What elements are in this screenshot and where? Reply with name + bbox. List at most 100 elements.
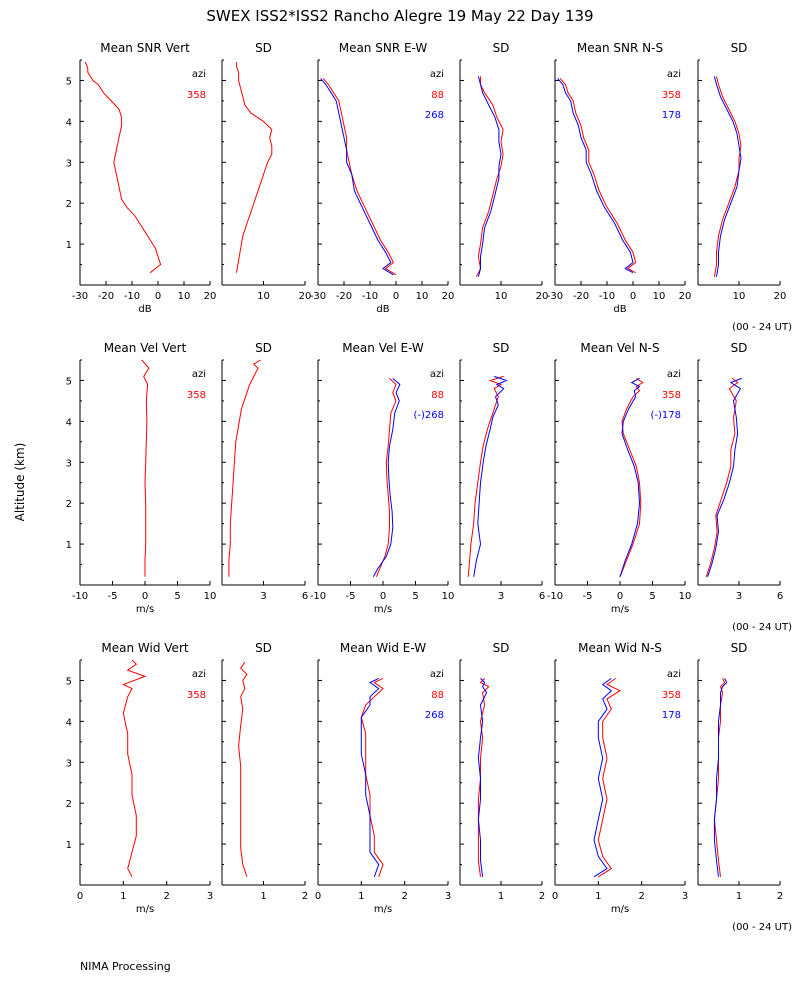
x-axis-label: dB bbox=[376, 304, 389, 315]
panel-title: SD bbox=[493, 341, 510, 355]
series-line-88 bbox=[477, 678, 490, 877]
x-axis-label: m/s bbox=[611, 604, 629, 615]
azi-value: 358 bbox=[187, 90, 206, 101]
series-line-358 bbox=[122, 659, 147, 878]
y-tick-label: 2 bbox=[66, 199, 72, 210]
panel-title: Mean SNR Vert bbox=[100, 41, 190, 55]
x-tick-label: -30 bbox=[72, 291, 88, 302]
panel-title: SD bbox=[731, 641, 748, 655]
y-tick-label: 5 bbox=[66, 376, 72, 387]
x-tick-label: 10 bbox=[653, 291, 666, 302]
x-tick-label: 10 bbox=[416, 291, 429, 302]
y-tick-label: 1 bbox=[66, 840, 72, 851]
azi-value: 88 bbox=[431, 690, 444, 701]
x-tick-label: 0 bbox=[155, 291, 161, 302]
x-tick-label: 1 bbox=[736, 891, 742, 902]
x-tick-label: 0 bbox=[630, 291, 636, 302]
panel-title: Mean SNR E-W bbox=[339, 41, 428, 55]
x-tick-label: 2 bbox=[401, 891, 407, 902]
x-tick-label: 20 bbox=[299, 291, 312, 302]
panel-5: Mean SNR N-S -30 -20 -10 0 10 20 dB azi 358 178 bbox=[547, 41, 692, 315]
x-tick-label: 10 bbox=[495, 291, 508, 302]
y-tick-label: 2 bbox=[66, 799, 72, 810]
azi-value: 358 bbox=[187, 690, 206, 701]
x-tick-label: 6 bbox=[777, 591, 783, 602]
x-tick-label: 10 bbox=[733, 291, 746, 302]
x-tick-label: 1 bbox=[595, 891, 601, 902]
y-tick-label: 3 bbox=[66, 758, 72, 769]
x-tick-label: 3 bbox=[736, 591, 742, 602]
panel-17: Mean Wid N-S 0 1 2 3 m/s azi 358 178 bbox=[552, 641, 688, 915]
y-tick-label: 3 bbox=[66, 158, 72, 169]
time-range-label-row-1: (00 - 24 UT) bbox=[732, 322, 792, 333]
series-line-358 bbox=[597, 677, 622, 878]
x-tick-label: 3 bbox=[445, 891, 451, 902]
panel-title: Mean Vel N-S bbox=[580, 341, 659, 355]
chart-title: SWEX ISS2*ISS2 Rancho Alegre 19 May 22 D… bbox=[206, 7, 593, 25]
series-line-358 bbox=[228, 359, 261, 577]
x-tick-label: -10 bbox=[362, 291, 378, 302]
x-tick-label: 20 bbox=[204, 291, 217, 302]
panel-title: SD bbox=[255, 641, 272, 655]
azi-value: 88 bbox=[431, 390, 444, 401]
y-tick-label: 5 bbox=[66, 676, 72, 687]
x-tick-label: 0 bbox=[77, 891, 83, 902]
x-tick-label: 5 bbox=[174, 591, 180, 602]
x-tick-label: 10 bbox=[178, 291, 191, 302]
x-tick-label: 6 bbox=[302, 591, 308, 602]
x-tick-label: -20 bbox=[98, 291, 114, 302]
y-tick-label: 1 bbox=[66, 240, 72, 251]
panel-8: SD 3 6 bbox=[221, 341, 308, 602]
series-line-358 bbox=[619, 377, 644, 577]
x-tick-label: 10 bbox=[204, 591, 217, 602]
panel-10: SD 3 6 bbox=[459, 341, 545, 602]
x-tick-label: 20 bbox=[679, 291, 692, 302]
panel-14: SD 1 2 bbox=[221, 641, 308, 902]
panel-title: Mean Vel E-W bbox=[342, 341, 424, 355]
x-tick-label: -10 bbox=[547, 591, 563, 602]
y-tick-label: 2 bbox=[66, 499, 72, 510]
panel-6: SD 10 20 bbox=[697, 41, 787, 302]
footer-label: NIMA Processing bbox=[80, 960, 171, 973]
azi-value: 268 bbox=[425, 110, 444, 121]
series-line-268 bbox=[477, 76, 502, 277]
x-tick-label: 5 bbox=[412, 591, 418, 602]
series-line-268 bbox=[320, 78, 394, 276]
x-tick-label: 20 bbox=[774, 291, 787, 302]
azi-label: azi bbox=[667, 669, 681, 680]
x-tick-label: 20 bbox=[536, 291, 549, 302]
series-line-(-)178 bbox=[707, 377, 742, 577]
series-line-268 bbox=[360, 677, 380, 877]
x-tick-label: 10 bbox=[442, 591, 455, 602]
x-tick-label: 0 bbox=[552, 891, 558, 902]
x-tick-label: 1 bbox=[260, 891, 266, 902]
x-tick-label: 0 bbox=[315, 891, 321, 902]
y-tick-label: 1 bbox=[66, 540, 72, 551]
x-tick-label: 6 bbox=[539, 591, 545, 602]
panels-layer: Mean SNR Vert-30 -20 -10 0 10 2012345dBazi358… bbox=[66, 41, 787, 915]
azi-value: 178 bbox=[662, 710, 681, 721]
azi-label: azi bbox=[667, 69, 681, 80]
x-tick-label: -20 bbox=[336, 291, 352, 302]
panel-15: Mean Wid E-W 0 1 2 3 m/s azi 88 268 bbox=[315, 641, 451, 915]
series-line-358 bbox=[713, 678, 726, 877]
panel-title: SD bbox=[255, 41, 272, 55]
panel-title: SD bbox=[493, 41, 510, 55]
x-tick-label: 1 bbox=[498, 891, 504, 902]
panel-title: Mean Wid E-W bbox=[340, 641, 426, 655]
series-line-178 bbox=[713, 678, 728, 877]
x-tick-label: 3 bbox=[682, 891, 688, 902]
series-line-(-)268 bbox=[473, 375, 508, 577]
azi-value: 268 bbox=[425, 710, 444, 721]
panel-title: Mean SNR N-S bbox=[577, 41, 663, 55]
x-tick-label: -5 bbox=[583, 591, 593, 602]
x-tick-label: 0 bbox=[380, 591, 386, 602]
x-tick-label: -10 bbox=[599, 291, 615, 302]
azi-label: azi bbox=[430, 669, 444, 680]
x-tick-label: 0 bbox=[617, 591, 623, 602]
x-tick-label: 20 bbox=[442, 291, 455, 302]
x-axis-label: m/s bbox=[136, 904, 154, 915]
series-line-178 bbox=[593, 677, 613, 878]
x-tick-label: 3 bbox=[207, 891, 213, 902]
x-tick-label: -10 bbox=[310, 591, 326, 602]
